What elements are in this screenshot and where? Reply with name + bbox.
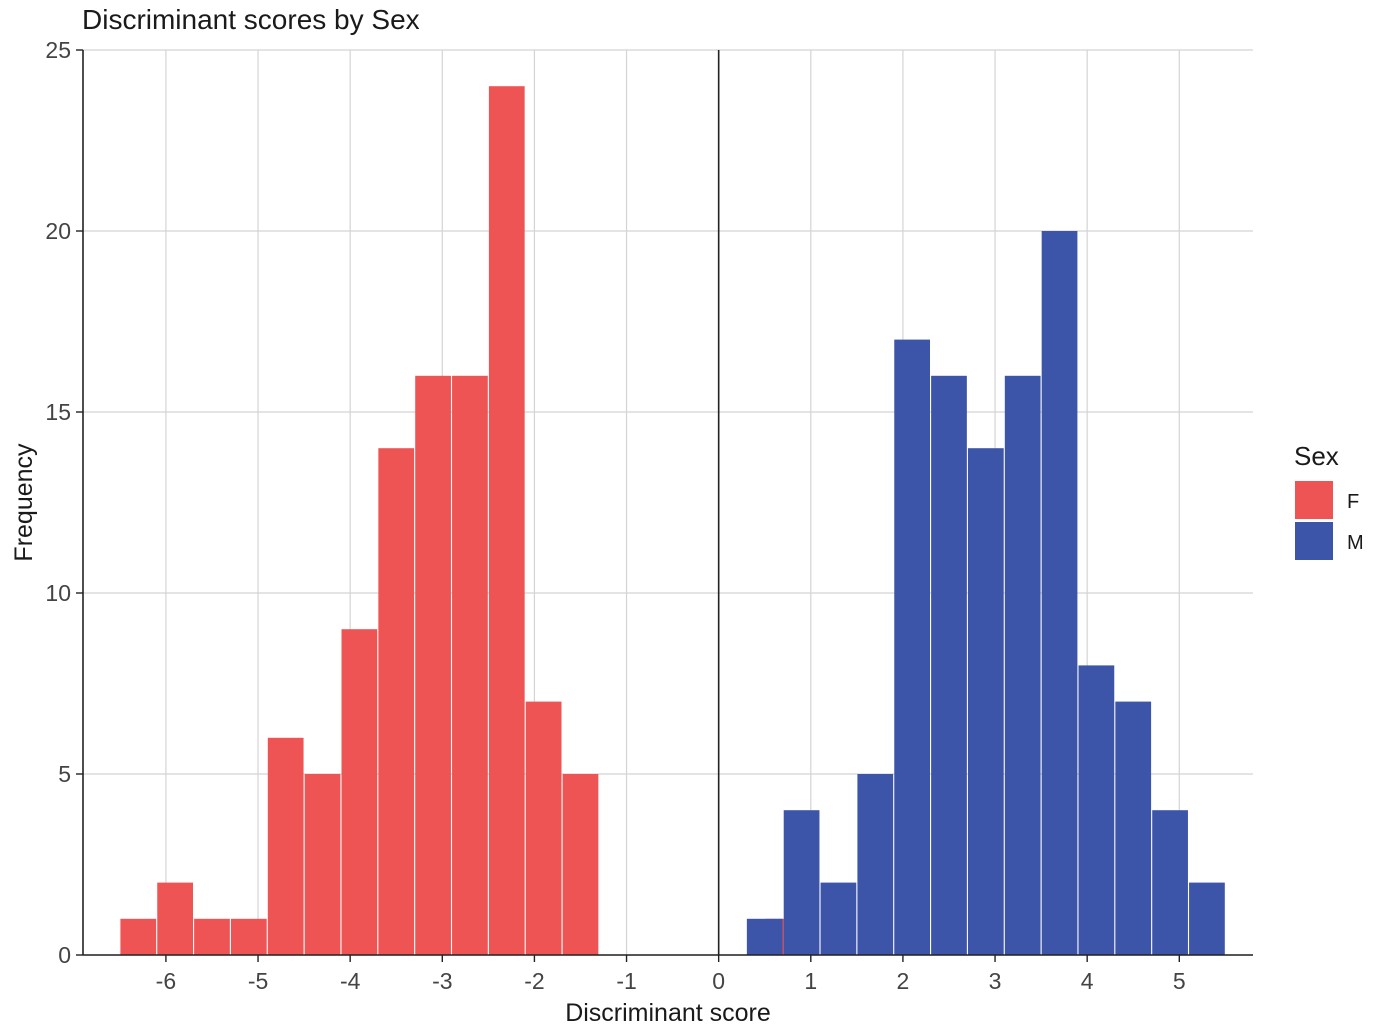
y-tick-label: 10 xyxy=(45,580,71,606)
legend-label-f: F xyxy=(1347,491,1359,513)
bar-m xyxy=(783,810,820,955)
legend-title: Sex xyxy=(1294,441,1339,471)
bar-m xyxy=(820,882,857,955)
bar-m xyxy=(931,375,967,955)
bar-m xyxy=(967,448,1004,955)
bar-m xyxy=(1041,231,1078,955)
x-tick-label: 4 xyxy=(1081,968,1094,994)
bar-f xyxy=(304,774,341,955)
x-tick-label: -2 xyxy=(524,968,544,994)
bar-f xyxy=(267,737,304,955)
bar-f xyxy=(120,918,157,955)
x-tick-label: 2 xyxy=(897,968,910,994)
legend-swatch-f xyxy=(1295,481,1333,519)
y-tick-label: 25 xyxy=(45,37,71,63)
x-axis-title: Discriminant score xyxy=(565,999,771,1026)
bar-f xyxy=(378,448,415,955)
bar-f xyxy=(341,629,378,955)
bar-m xyxy=(857,774,894,955)
legend-swatch-m xyxy=(1295,522,1333,560)
y-tick-label: 0 xyxy=(58,942,71,968)
y-tick-label: 20 xyxy=(45,218,71,244)
bar-m xyxy=(1004,375,1041,955)
bar-f xyxy=(230,918,267,955)
x-tick-label: 1 xyxy=(804,968,817,994)
bar-m xyxy=(894,339,931,956)
bar-m xyxy=(1115,701,1152,955)
chart-title: Discriminant scores by Sex xyxy=(82,4,420,35)
x-tick-label: -5 xyxy=(248,968,268,994)
bar-m xyxy=(746,918,783,955)
x-tick-label: 5 xyxy=(1173,968,1186,994)
x-tick-label: -3 xyxy=(432,968,452,994)
y-tick-label: 15 xyxy=(45,399,71,425)
legend-label-m: M xyxy=(1347,532,1364,554)
bar-f xyxy=(488,86,525,955)
x-tick-label: 3 xyxy=(989,968,1002,994)
x-tick-label: -1 xyxy=(616,968,636,994)
bar-m xyxy=(1078,665,1115,955)
bar-f xyxy=(525,701,562,955)
bar-f xyxy=(452,375,488,955)
bar-m xyxy=(1152,810,1188,955)
bar-f xyxy=(562,774,599,955)
y-axis-title: Frequency xyxy=(10,443,38,562)
x-tick-label: 0 xyxy=(712,968,725,994)
y-tick-label: 5 xyxy=(58,761,71,787)
x-tick-label: -4 xyxy=(340,968,361,994)
bar-f xyxy=(194,918,230,955)
bar-f xyxy=(157,882,193,955)
x-tick-label: -6 xyxy=(156,968,176,994)
bar-m xyxy=(1189,882,1225,955)
bar-f xyxy=(415,375,451,955)
